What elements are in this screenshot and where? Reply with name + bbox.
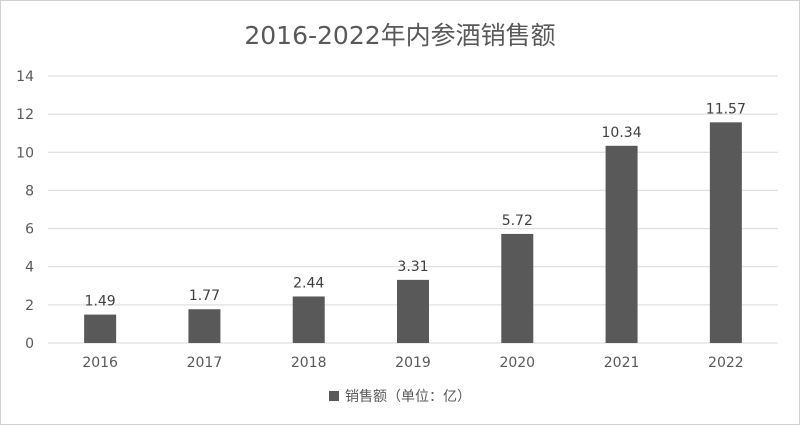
x-axis-ticks: 2016 2017 2018 2019 2020 2021 2022	[82, 355, 743, 371]
data-label: 10.34	[602, 125, 642, 141]
data-label: 1.49	[85, 294, 116, 310]
data-labels: 1.49 1.77 2.44 3.31 5.72 10.34 11.57	[85, 101, 746, 309]
legend-swatch	[329, 391, 339, 401]
data-label: 11.57	[706, 101, 746, 117]
y-tick-label: 4	[25, 260, 34, 276]
x-tick-label: 2022	[708, 355, 744, 371]
x-tick-label: 2016	[82, 355, 118, 371]
bar-2020	[501, 233, 534, 343]
bar-2016	[84, 314, 117, 343]
bar-2018	[292, 296, 325, 343]
x-tick-label: 2019	[395, 355, 431, 371]
legend: 销售额（单位：亿）	[0, 386, 800, 406]
bar-2021	[605, 145, 638, 343]
x-tick-label: 2020	[499, 355, 535, 371]
x-tick-label: 2017	[187, 355, 223, 371]
y-tick-label: 10	[16, 145, 34, 161]
bar-2019	[397, 279, 429, 343]
y-tick-label: 2	[25, 298, 34, 314]
y-axis-ticks: 0 2 4 6 8 10 12 14	[16, 69, 34, 352]
bar-2022	[709, 122, 742, 344]
y-tick-label: 12	[16, 107, 34, 123]
data-label: 5.72	[502, 213, 533, 229]
data-label: 3.31	[397, 259, 428, 275]
data-label: 2.44	[293, 275, 324, 291]
data-label: 1.77	[189, 288, 220, 304]
chart-title: 2016-2022年内参酒销售额	[244, 21, 556, 50]
bars	[84, 122, 742, 344]
bar-2017	[188, 309, 221, 343]
y-tick-label: 14	[16, 69, 34, 85]
y-tick-label: 8	[25, 183, 34, 199]
y-tick-label: 6	[25, 222, 34, 238]
x-tick-label: 2018	[291, 355, 327, 371]
y-tick-label: 0	[25, 336, 34, 352]
gridlines	[48, 75, 778, 344]
legend-label: 销售额（单位：亿）	[345, 389, 471, 405]
x-tick-label: 2021	[604, 355, 640, 371]
